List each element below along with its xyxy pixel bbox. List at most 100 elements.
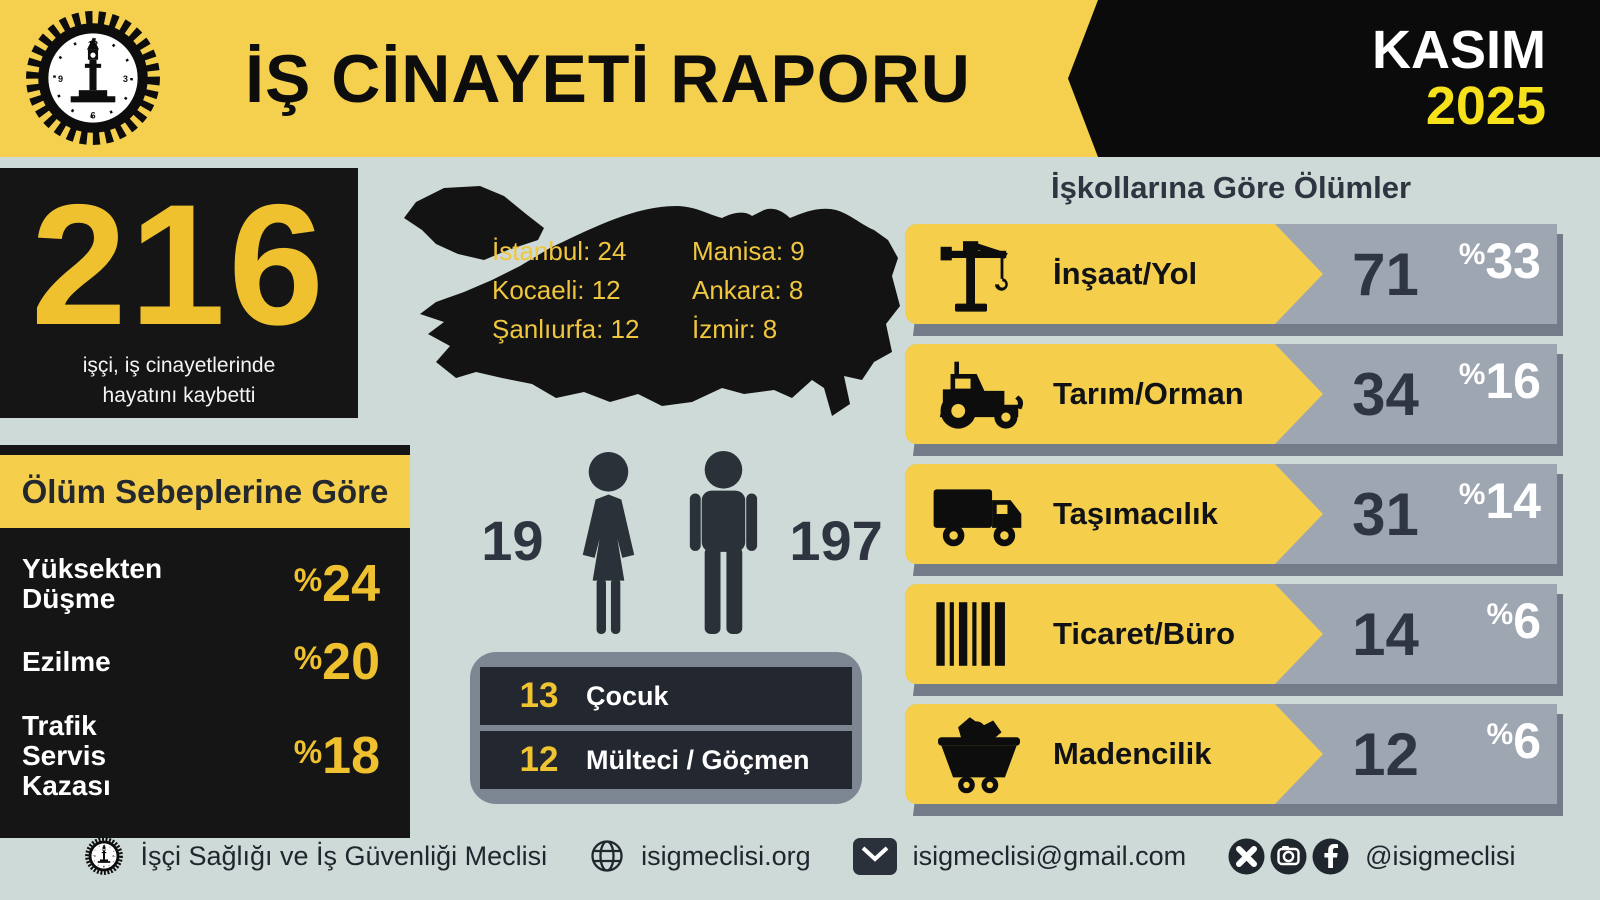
minecart-icon xyxy=(929,711,1029,797)
cause-label: Yüksekten Düşme xyxy=(22,553,163,615)
truck-icon xyxy=(929,471,1029,557)
sectors-title: İşkollarına Göre Ölümler xyxy=(1050,170,1412,205)
sector-value: 34 xyxy=(1352,360,1419,428)
sector-row: 34 % 16 xyxy=(905,344,1563,456)
percent-sign: % xyxy=(1486,718,1514,751)
cause-value: % 24 xyxy=(293,555,380,614)
cause-value: % 18 xyxy=(293,726,380,785)
sector-label: Ticaret/Büro xyxy=(1053,616,1236,651)
minor-label: Çocuk xyxy=(586,680,669,711)
month-label: KASIM xyxy=(1372,20,1546,81)
cause-value-number: 24 xyxy=(322,555,380,614)
minor-row: 12 Mülteci / Göçmen xyxy=(480,731,852,789)
minor-value: 12 xyxy=(519,740,559,779)
social-handle[interactable]: @isigmeclisi xyxy=(1365,840,1516,871)
male-icon xyxy=(690,450,758,635)
cause-value: % 20 xyxy=(293,633,380,692)
x-icon[interactable] xyxy=(1228,838,1265,875)
sector-label: Tarım/Orman xyxy=(1053,376,1244,411)
bar-fill: Tarım/Orman xyxy=(905,344,1323,444)
sector-row: 71 % 33 xyxy=(905,224,1563,336)
sector-value: 12 xyxy=(1352,720,1419,788)
minor-row: 13 Çocuk xyxy=(480,667,852,725)
sector-label: İnşaat/Yol xyxy=(1053,256,1198,291)
percent-sign: % xyxy=(1458,478,1486,511)
bar-fill: Taşımacılık xyxy=(905,464,1323,564)
sector-percent-number: 6 xyxy=(1513,593,1541,649)
bar-fill: Madencilik xyxy=(905,704,1323,804)
cause-row: Trafik Servis Kazası % 18 xyxy=(22,709,380,802)
minor-value: 13 xyxy=(519,676,559,715)
sector-label: Madencilik xyxy=(1053,736,1212,771)
org-gear-clocktower-icon: 12 3 6 9 xyxy=(22,7,164,149)
sector-value: 71 xyxy=(1352,240,1419,308)
cause-row: Yüksekten Düşme % 24 xyxy=(22,553,380,615)
map-city-line: Manisa: 9 xyxy=(692,236,805,266)
bar-fill: İnşaat/Yol xyxy=(905,224,1323,324)
percent-sign: % xyxy=(293,562,323,599)
sector-percent: % 33 xyxy=(1459,236,1541,286)
gender-stats: 19 197 xyxy=(462,450,902,645)
percent-sign: % xyxy=(293,640,323,677)
sector-row: 31 % 14 T xyxy=(905,464,1563,576)
minors-panel: 13 Çocuk 12 Mülteci / Göçmen xyxy=(470,652,862,804)
total-deaths-panel: 216 işçi, iş cinayetlerinde hayatını kay… xyxy=(0,168,358,418)
crane-icon xyxy=(929,231,1029,317)
total-deaths-caption: işçi, iş cinayetlerinde hayatını kaybett… xyxy=(82,354,276,407)
causes-rows: Yüksekten Düşme % 24 Ezilme % 20 Trafik Se… xyxy=(0,528,410,801)
social-icons xyxy=(1228,838,1349,875)
sectors-panel: İşkollarına Göre Ölümler 71 % 33 xyxy=(905,170,1563,824)
sector-percent: % 14 xyxy=(1459,476,1541,526)
sector-percent-number: 14 xyxy=(1485,473,1541,529)
map-city-line: Ankara: 8 xyxy=(692,275,804,305)
tractor-icon xyxy=(929,351,1029,437)
sector-row: 12 % 6 xyxy=(905,704,1563,816)
causes-panel: Ölüm Sebeplerine Göre Yüksekten Düşme % 2… xyxy=(0,445,410,838)
minor-label: Mülteci / Göçmen xyxy=(586,744,810,775)
facebook-icon[interactable] xyxy=(1312,838,1349,875)
sector-percent: % 6 xyxy=(1487,716,1542,766)
percent-sign: % xyxy=(1458,358,1486,391)
email-link[interactable]: isigmeclisi@gmail.com xyxy=(912,840,1187,871)
footer: İşçi Sağlığı ve İş Güvenliği Meclisi isi… xyxy=(0,824,1600,888)
map-city-column: İstanbul: 24 Kocaeli: 12 Şanlıurfa: 12 xyxy=(492,232,639,349)
total-deaths-value: 216 xyxy=(31,169,327,361)
percent-sign: % xyxy=(1458,238,1486,271)
cause-value-number: 18 xyxy=(322,726,380,785)
sector-percent-number: 33 xyxy=(1485,233,1541,289)
female-icon xyxy=(583,451,635,635)
org-logo-icon xyxy=(84,836,124,876)
sector-percent-number: 16 xyxy=(1485,353,1541,409)
bar-fill: Ticaret/Büro xyxy=(905,584,1323,684)
map-city-line: İzmir: 8 xyxy=(692,314,778,344)
map-city-line: İstanbul: 24 xyxy=(492,236,627,266)
year-label: 2025 xyxy=(1425,75,1546,136)
report-title: İŞ CİNAYETİ RAPORU xyxy=(245,40,971,117)
sector-percent: % 6 xyxy=(1487,596,1542,646)
website-link[interactable]: isigmeclisi.org xyxy=(641,840,811,871)
cause-label: Trafik Servis Kazası xyxy=(22,709,111,802)
causes-title: Ölüm Sebeplerine Göre xyxy=(0,455,410,528)
sector-row: 14 % 6 Ticaret/Büro xyxy=(905,584,1563,696)
cause-value-number: 20 xyxy=(322,633,380,692)
barcode-icon xyxy=(929,591,1029,677)
percent-sign: % xyxy=(293,733,323,770)
org-name: İşçi Sağlığı ve İş Güvenliği Meclisi xyxy=(140,840,548,871)
globe-icon xyxy=(591,840,623,872)
cause-label: Ezilme xyxy=(22,646,111,678)
male-count: 197 xyxy=(789,509,883,572)
map-city-line: Şanlıurfa: 12 xyxy=(492,314,640,344)
turkey-map: İstanbul: 24 Kocaeli: 12 Şanlıurfa: 12 M… xyxy=(392,166,900,428)
map-city-line: Kocaeli: 12 xyxy=(492,275,621,305)
map-city-column: Manisa: 9 Ankara: 8 İzmir: 8 xyxy=(692,232,805,349)
turkey-map-silhouette xyxy=(404,186,900,416)
sector-percent-number: 6 xyxy=(1513,713,1541,769)
percent-sign: % xyxy=(1486,598,1514,631)
sector-value: 31 xyxy=(1352,480,1419,548)
instagram-icon[interactable] xyxy=(1270,838,1307,875)
date-block: KASIM 2025 xyxy=(1068,0,1600,157)
sector-value: 14 xyxy=(1352,600,1419,668)
mail-icon xyxy=(852,837,897,875)
sector-label: Taşımacılık xyxy=(1053,496,1218,531)
